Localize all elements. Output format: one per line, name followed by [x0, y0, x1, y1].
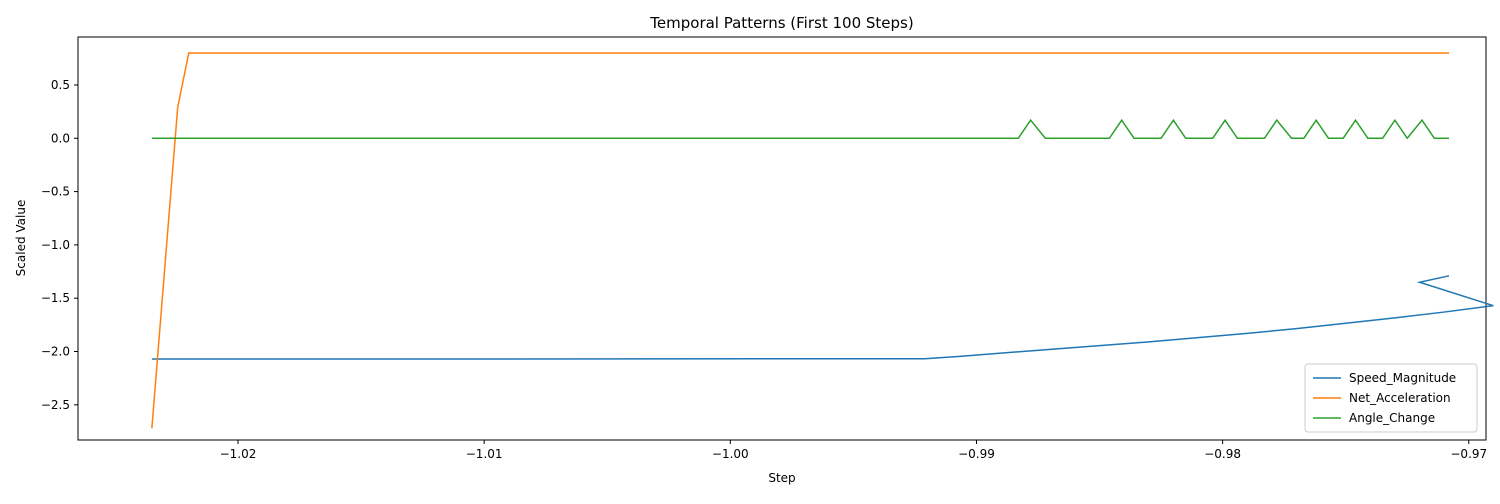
plot-area-frame: [77, 36, 1487, 441]
x-tick-label: −1.00: [712, 447, 749, 461]
x-axis: −1.02 −1.01 −1.00 −0.99 −0.98 −0.97: [220, 440, 1487, 461]
x-axis-label: Step: [768, 471, 795, 485]
legend-frame: [1304, 363, 1478, 433]
y-axis: 0.5 0.0 −0.5 −1.0 −1.5 −2.0 −2.5: [41, 78, 78, 412]
y-tick-label: 0.0: [51, 131, 70, 145]
x-tick-label: −0.99: [958, 447, 995, 461]
legend: Speed_Magnitude Net_Acceleration Angle_Cha…: [1304, 363, 1478, 433]
legend-label: Angle_Change: [1349, 411, 1435, 425]
series-line-angle-change: [151, 118, 1450, 140]
chart-title: Temporal Patterns (First 100 Steps): [649, 14, 913, 32]
x-tick-label: −0.97: [1450, 447, 1487, 461]
legend-label: Net_Acceleration: [1349, 391, 1451, 405]
x-tick-label: −0.98: [1204, 447, 1241, 461]
y-tick-label: −1.0: [41, 238, 70, 252]
x-tick-label: −1.01: [466, 447, 503, 461]
series-line-net-acceleration: [151, 52, 1450, 429]
y-tick-label: −0.5: [41, 185, 70, 199]
series-line-speed-magnitude: [151, 275, 1494, 360]
y-tick-label: −1.5: [41, 291, 70, 305]
y-axis-label: Scaled Value: [14, 200, 28, 277]
y-tick-label: 0.5: [51, 78, 70, 92]
y-tick-label: −2.5: [41, 398, 70, 412]
x-tick-label: −1.02: [220, 447, 257, 461]
legend-label: Speed_Magnitude: [1349, 371, 1456, 385]
y-tick-label: −2.0: [41, 345, 70, 359]
series-lines: [151, 52, 1494, 429]
